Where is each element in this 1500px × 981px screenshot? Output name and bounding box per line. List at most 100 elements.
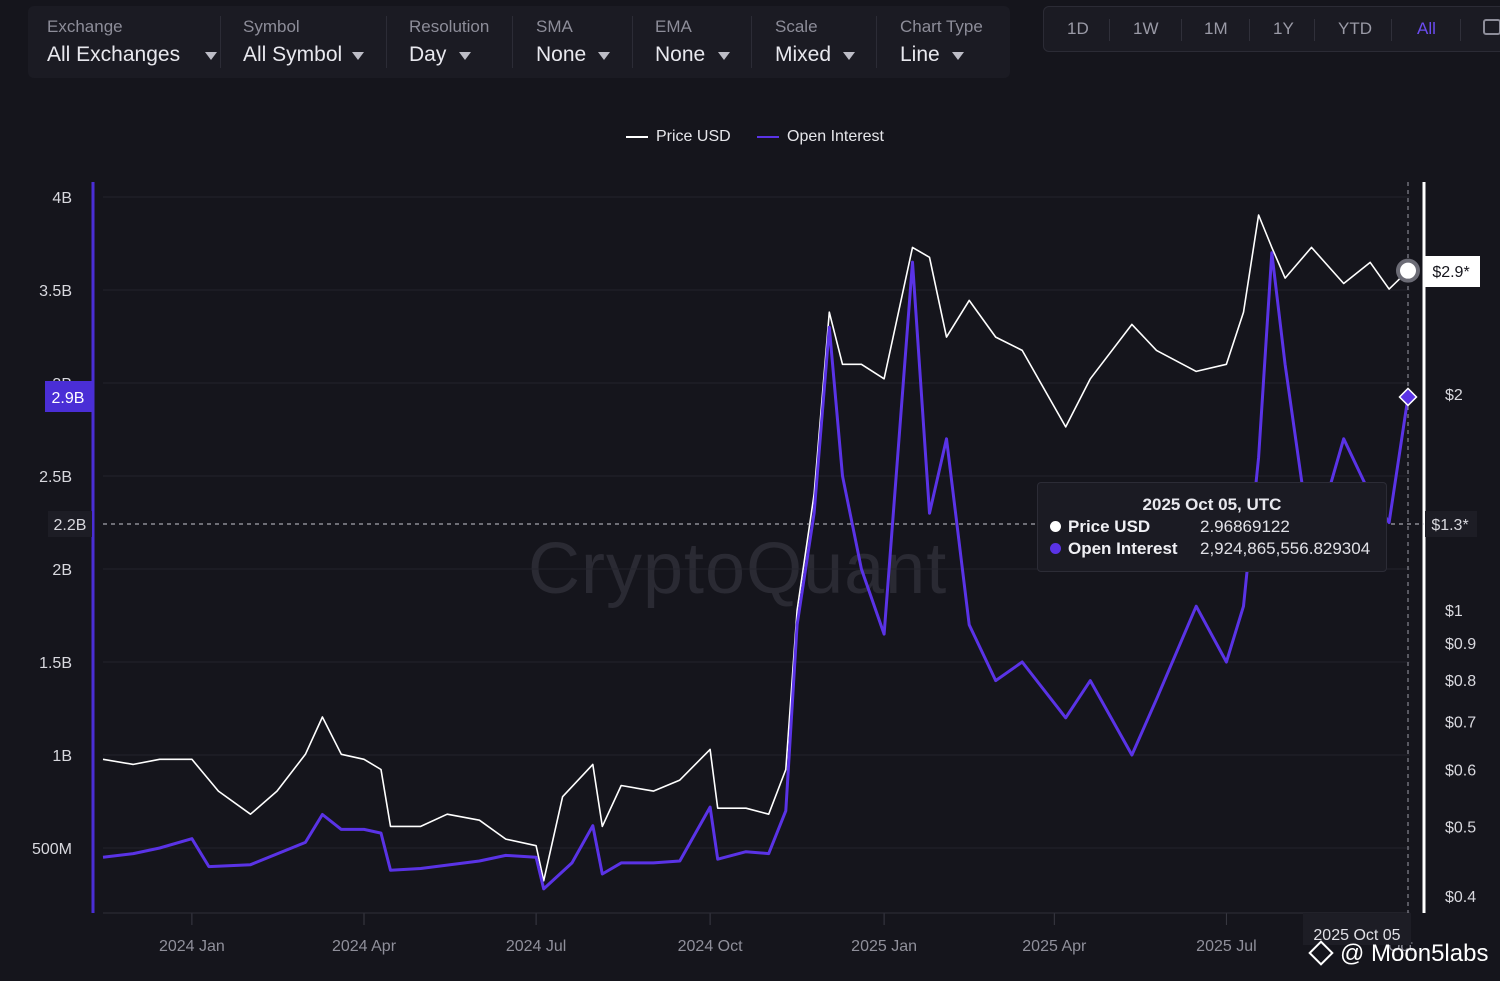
left-tick-label: 1.5B: [39, 655, 72, 672]
filter-label: SMA: [536, 17, 573, 36]
filter-label: Symbol: [243, 17, 300, 36]
crosshair-oi-badge: [48, 511, 92, 537]
x-tick-label: 2024 Apr: [332, 938, 397, 955]
divider: [1109, 19, 1110, 41]
crosshair-price-badge: [1425, 511, 1477, 537]
filter-label: Exchange: [47, 17, 123, 36]
legend-label: Open Interest: [787, 128, 884, 145]
filter-value: All Symbol: [243, 43, 343, 66]
divider: [220, 16, 221, 68]
left-tick-label: 2.5B: [39, 469, 72, 486]
chevron-down-icon: [952, 52, 964, 60]
oi-current-marker: [1398, 387, 1418, 407]
left-tick-label: 2B: [52, 562, 72, 579]
series-line-price-usd: [102, 214, 1409, 882]
filter-value: None: [655, 43, 706, 66]
divider: [1460, 19, 1461, 41]
left-tick-label: 4B: [52, 190, 72, 207]
right-tick-label: $0.5: [1445, 819, 1476, 836]
current-oi-badge: [45, 381, 92, 412]
chevron-down-icon: [598, 52, 610, 60]
filter-toolbar: Exchange All Exchanges Symbol All Symbol…: [28, 6, 1010, 78]
credit: @ Moon5labs: [1308, 939, 1489, 968]
divider: [632, 16, 633, 68]
tooltip: 2025 Oct 05, UTC Price USD 2.96869122 Op…: [1037, 482, 1387, 572]
tooltip-title: 2025 Oct 05, UTC: [1142, 495, 1282, 514]
divider: [1181, 19, 1182, 41]
range-all-button[interactable]: All: [1417, 19, 1436, 38]
legend-item-price[interactable]: Price USD: [626, 128, 731, 146]
range-1y-button[interactable]: 1Y: [1273, 19, 1294, 38]
divider: [386, 16, 387, 68]
x-tick-label: 2025 Jul: [1196, 938, 1257, 955]
x-tick-label: 2024 Jul: [506, 938, 567, 955]
divider: [751, 16, 752, 68]
x-tick-label: 2024 Jan: [159, 938, 225, 955]
range-1m-button[interactable]: 1M: [1204, 19, 1228, 38]
right-tick-label: $2: [1445, 387, 1463, 404]
divider: [1391, 19, 1392, 41]
range-ytd-button[interactable]: YTD: [1338, 19, 1372, 38]
crosshair-price-label: $1.3*: [1431, 517, 1468, 534]
filter-label: Resolution: [409, 17, 490, 36]
right-tick-label: $0.6: [1445, 763, 1476, 780]
moon5labs-logo-icon: [1308, 939, 1334, 966]
right-tick-label: $0.8: [1445, 673, 1476, 690]
tooltip-series-value: 2,924,865,556.829304: [1200, 539, 1371, 558]
right-tick-label: $0.9: [1445, 636, 1476, 653]
legend-swatch: [626, 135, 648, 138]
tooltip-row-price: Price USD 2.96869122: [1050, 517, 1290, 537]
dot-icon: [1050, 521, 1061, 533]
right-tick-label: $1: [1445, 603, 1463, 620]
current-oi-label: 2.9B: [52, 390, 85, 407]
left-tick-label: 3.5B: [39, 283, 72, 300]
tooltip-row-oi: Open Interest 2,924,865,556.829304: [1050, 539, 1370, 559]
crosshair-oi-label: 2.2B: [54, 517, 87, 534]
right-tick-label: $0.4: [1445, 889, 1476, 906]
x-tick-label: 2025 Jan: [851, 938, 917, 955]
current-price-label: $2.9*: [1432, 264, 1469, 281]
series-group: [102, 214, 1410, 891]
divider: [876, 16, 877, 68]
divider: [512, 16, 513, 68]
current-price-badge: [1425, 256, 1480, 287]
left-tick-label: 500M: [32, 841, 72, 858]
x-tick-label: 2025 Apr: [1022, 938, 1087, 955]
tooltip-series-name: Price USD: [1068, 517, 1151, 536]
crosshair-date-label: 2025 Oct 05: [1313, 927, 1400, 944]
credit-text: @ Moon5labs: [1340, 940, 1489, 967]
legend-swatch: [757, 135, 779, 138]
legend-item-open-interest[interactable]: Open Interest: [757, 128, 884, 146]
filter-label: Chart Type: [900, 17, 983, 36]
range-1d-button[interactable]: 1D: [1067, 19, 1089, 38]
series-line-open-interest: [102, 251, 1410, 891]
filter-value: None: [536, 43, 587, 66]
filter-value: Mixed: [775, 43, 832, 66]
right-axis: $2 $1 $0.9 $0.8 $0.7 $0.6 $0.5 $0.4: [1445, 387, 1476, 906]
left-tick-label: 1B: [52, 748, 72, 765]
chevron-down-icon: [459, 52, 471, 60]
crosshair-date-badge: [1303, 913, 1411, 945]
chevron-down-icon: [352, 52, 364, 60]
filter-value: All Exchanges: [47, 43, 181, 66]
tooltip-series-name: Open Interest: [1068, 539, 1178, 558]
chevron-down-icon: [843, 52, 855, 60]
filter-value: Line: [900, 43, 940, 66]
chevron-down-icon: [205, 52, 217, 60]
filter-value: Day: [409, 43, 447, 66]
right-tick-label: $0.7: [1445, 714, 1476, 731]
range-1w-button[interactable]: 1W: [1133, 19, 1159, 38]
filter-label: EMA: [655, 17, 692, 36]
price-current-marker: [1396, 258, 1420, 283]
filter-label: Scale: [775, 17, 818, 36]
dot-icon: [1050, 543, 1061, 555]
x-axis: 2024 Jan 2024 Apr 2024 Jul 2024 Oct 2025 Jan…: [159, 913, 1413, 955]
divider: [1249, 19, 1250, 41]
chevron-down-icon: [718, 52, 730, 60]
divider: [1314, 19, 1315, 41]
x-tick-label: 2024 Oct: [678, 938, 743, 955]
tooltip-series-value: 2.96869122: [1200, 517, 1290, 536]
legend-label: Price USD: [656, 128, 731, 145]
